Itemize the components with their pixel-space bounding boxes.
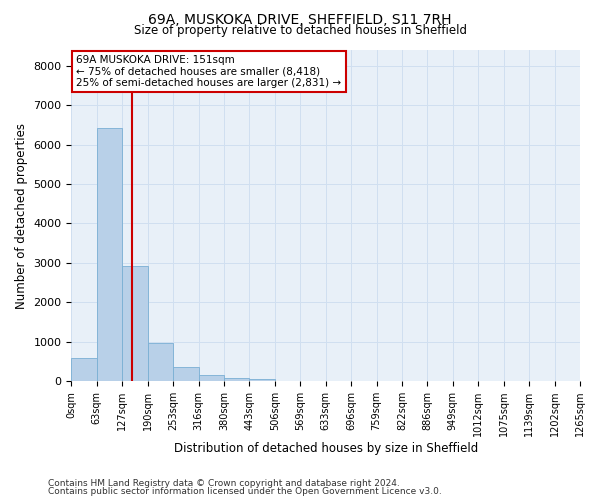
Bar: [122, 266, 148, 381]
Bar: [71, 358, 97, 381]
X-axis label: Distribution of detached houses by size in Sheffield: Distribution of detached houses by size …: [173, 442, 478, 455]
Bar: [199, 376, 224, 381]
Text: 69A, MUSKOKA DRIVE, SHEFFIELD, S11 7RH: 69A, MUSKOKA DRIVE, SHEFFIELD, S11 7RH: [148, 12, 452, 26]
Bar: [97, 128, 122, 381]
Bar: [173, 368, 199, 381]
Bar: [224, 378, 250, 381]
Bar: [148, 343, 173, 381]
Text: Size of property relative to detached houses in Sheffield: Size of property relative to detached ho…: [133, 24, 467, 37]
Text: 69A MUSKOKA DRIVE: 151sqm
← 75% of detached houses are smaller (8,418)
25% of se: 69A MUSKOKA DRIVE: 151sqm ← 75% of detac…: [76, 55, 341, 88]
Text: Contains public sector information licensed under the Open Government Licence v3: Contains public sector information licen…: [48, 487, 442, 496]
Text: Contains HM Land Registry data © Crown copyright and database right 2024.: Contains HM Land Registry data © Crown c…: [48, 478, 400, 488]
Bar: [250, 379, 275, 381]
Y-axis label: Number of detached properties: Number of detached properties: [15, 122, 28, 308]
